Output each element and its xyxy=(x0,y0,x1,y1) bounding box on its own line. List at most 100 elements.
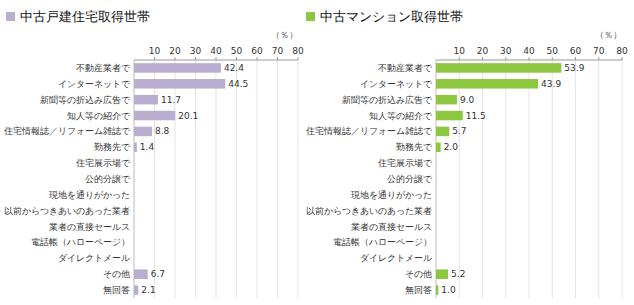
data-label: 5.7 xyxy=(452,126,466,136)
data-label: 9.0 xyxy=(460,95,475,105)
data-label: 20.1 xyxy=(178,111,198,121)
bar xyxy=(134,190,135,200)
tick-label: 50 xyxy=(547,46,559,56)
category-label: 無回答 xyxy=(405,285,432,295)
bar xyxy=(134,158,135,168)
tick-label: 70 xyxy=(272,46,284,56)
bar xyxy=(134,269,148,279)
data-label: 43.9 xyxy=(541,79,561,89)
chart-canvas: 中古戸建住宅取得世帯 （％） 10 20 30 40 50 60 70 80 不動産業者でインターネ… xyxy=(0,0,634,305)
tick-label: 60 xyxy=(251,46,263,56)
data-label: 11.7 xyxy=(161,95,181,105)
bar xyxy=(436,269,448,279)
grid-line xyxy=(277,60,278,298)
bar xyxy=(436,238,437,248)
bars xyxy=(436,63,561,295)
grid-line xyxy=(598,60,599,298)
data-label: 11.5 xyxy=(466,111,486,121)
category-label: 知人等の紹介で xyxy=(67,111,131,121)
category-label: 現地を通りがかった xyxy=(49,190,130,200)
bar xyxy=(134,222,135,232)
grid-line xyxy=(257,60,258,298)
data-label: 1.4 xyxy=(140,142,155,152)
grid-line xyxy=(195,60,196,298)
axis-label: （％） xyxy=(595,30,622,40)
bar xyxy=(436,95,457,105)
tick-label: 10 xyxy=(149,46,161,56)
chart-title: 中古戸建住宅取得世帯 xyxy=(20,9,150,24)
bar xyxy=(436,222,437,232)
tick-label: 10 xyxy=(454,46,466,56)
bar xyxy=(436,254,437,264)
bar xyxy=(134,127,152,137)
bar xyxy=(134,254,135,264)
bar xyxy=(134,63,221,73)
bars xyxy=(134,63,225,295)
category-label: インターネットで xyxy=(360,79,433,89)
tick-label: 20 xyxy=(169,46,181,56)
category-label: 住宅展示場で xyxy=(378,158,433,168)
tick-label: 40 xyxy=(210,46,222,56)
title-marker xyxy=(306,12,315,21)
tick-label: 80 xyxy=(292,46,304,56)
grid-line xyxy=(482,60,483,298)
grid-line xyxy=(298,60,299,298)
category-label: 業者の直接セールス xyxy=(49,222,130,232)
chart-title: 中古マンション取得世帯 xyxy=(320,9,463,24)
data-label: 5.2 xyxy=(451,269,465,279)
category-label: ダイレクトメール xyxy=(58,253,130,263)
data-label: 42.4 xyxy=(224,63,244,73)
category-label: 新聞等の折込み広告で xyxy=(40,95,131,105)
grid-line xyxy=(216,60,217,298)
bar xyxy=(134,238,135,248)
bar xyxy=(134,174,135,184)
grid-line xyxy=(575,60,576,298)
bar xyxy=(436,143,441,153)
grid-line xyxy=(552,60,553,298)
category-label: 業者の直接セールス xyxy=(351,222,432,232)
bar xyxy=(134,285,138,295)
grid-line xyxy=(529,60,530,298)
bar xyxy=(436,174,437,184)
category-label: 電話帳（ハローページ） xyxy=(333,237,432,247)
category-label: ダイレクトメール xyxy=(360,253,432,263)
tick-label: 80 xyxy=(616,46,628,56)
category-label: 無回答 xyxy=(103,285,130,295)
tick-label: 30 xyxy=(500,46,512,56)
category-label: 以前からつきあいのあった業者 xyxy=(306,206,432,216)
category-label: 不動産業者で xyxy=(378,63,433,73)
data-label: 2.0 xyxy=(444,142,459,152)
category-label: 電話帳（ハローページ） xyxy=(31,237,130,247)
category-label: 新聞等の折込み広告で xyxy=(342,95,433,105)
grid-line xyxy=(622,60,623,298)
data-label: 8.8 xyxy=(155,126,170,136)
category-label: 勤務先で xyxy=(94,142,131,152)
tick-label: 60 xyxy=(570,46,582,56)
title-marker xyxy=(6,12,15,21)
bar xyxy=(436,285,438,295)
axis-label: （％） xyxy=(271,30,298,40)
bar xyxy=(134,95,158,105)
data-label: 1.0 xyxy=(441,285,456,295)
axis-line xyxy=(436,60,622,61)
bar xyxy=(436,127,449,137)
bar xyxy=(436,63,561,73)
bar xyxy=(134,143,137,153)
category-label: 住宅展示場で xyxy=(76,158,131,168)
category-label: 現地を通りがかった xyxy=(351,190,432,200)
bar xyxy=(436,190,437,200)
axis-line xyxy=(134,60,298,61)
data-label: 6.7 xyxy=(151,269,165,279)
tick-label: 70 xyxy=(593,46,605,56)
category-label: 住宅情報誌／リフォーム雑誌で xyxy=(4,126,131,136)
category-label: インターネットで xyxy=(58,79,131,89)
category-label: 知人等の紹介で xyxy=(369,111,433,121)
bar xyxy=(134,79,225,89)
data-label: 53.9 xyxy=(564,63,584,73)
category-label: 住宅情報誌／リフォーム雑誌で xyxy=(306,126,433,136)
category-label: 不動産業者で xyxy=(76,63,131,73)
data-label: 2.1 xyxy=(141,285,155,295)
category-label: 勤務先で xyxy=(396,142,433,152)
category-label: その他 xyxy=(405,269,432,279)
grid-line xyxy=(505,60,506,298)
